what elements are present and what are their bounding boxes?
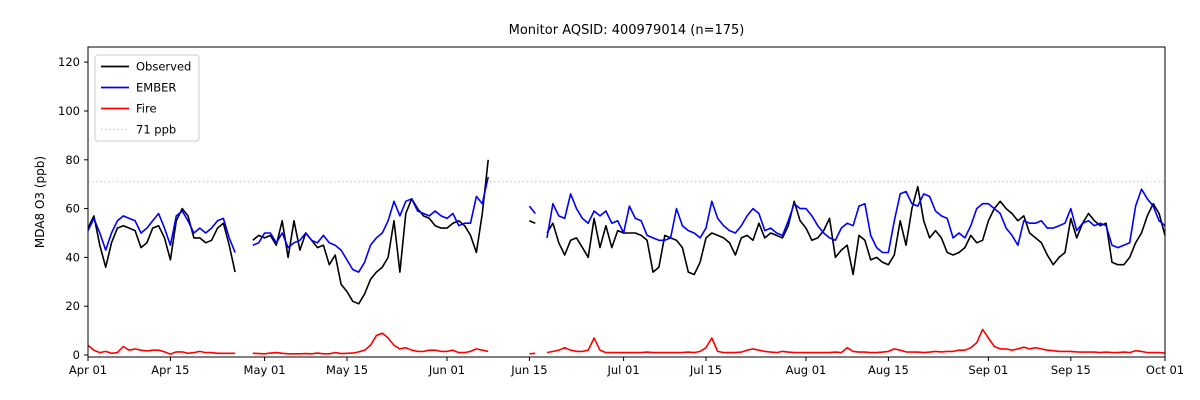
x-tick-label: Aug 01 (786, 363, 827, 377)
y-tick-label: 20 (65, 299, 80, 313)
x-tick-label: Sep 01 (968, 363, 1008, 377)
plot-border (87, 46, 1166, 358)
observed-line (87, 159, 1166, 305)
y-axis-label: MDA8 O3 (ppb) (33, 155, 47, 249)
x-tick-label: Oct 01 (1146, 363, 1184, 377)
y-tick-label: 0 (73, 348, 80, 362)
x-tick-label: Sep 15 (1051, 363, 1091, 377)
ember-line (87, 176, 1166, 273)
legend-label-threshold: 71 ppb (136, 123, 176, 137)
x-tick-label: Jun 15 (510, 363, 547, 377)
x-tick-label: Apr 15 (151, 363, 189, 377)
x-tick-label: May 15 (326, 363, 368, 377)
x-tick-label: Aug 15 (868, 363, 909, 377)
legend-label-ember: EMBER (136, 81, 176, 95)
y-tick-label: 100 (58, 104, 80, 118)
y-tick-label: 40 (65, 250, 80, 264)
y-tick-label: 120 (58, 55, 80, 69)
y-tick-label: 60 (65, 202, 80, 216)
x-tick-label: Jun 01 (428, 363, 465, 377)
x-tick-label: Apr 01 (69, 363, 107, 377)
y-tick-label: 80 (65, 153, 80, 167)
legend-label-observed: Observed (136, 60, 191, 74)
legend-box (94, 54, 200, 142)
chart-title: Monitor AQSID: 400979014 (n=175) (508, 23, 745, 38)
legend-label-fire: Fire (136, 102, 157, 116)
x-tick-label: Jul 15 (689, 363, 722, 377)
x-tick-label: Jul 01 (607, 363, 640, 377)
x-tick-label: May 01 (244, 363, 286, 377)
fire-line (87, 328, 1166, 355)
